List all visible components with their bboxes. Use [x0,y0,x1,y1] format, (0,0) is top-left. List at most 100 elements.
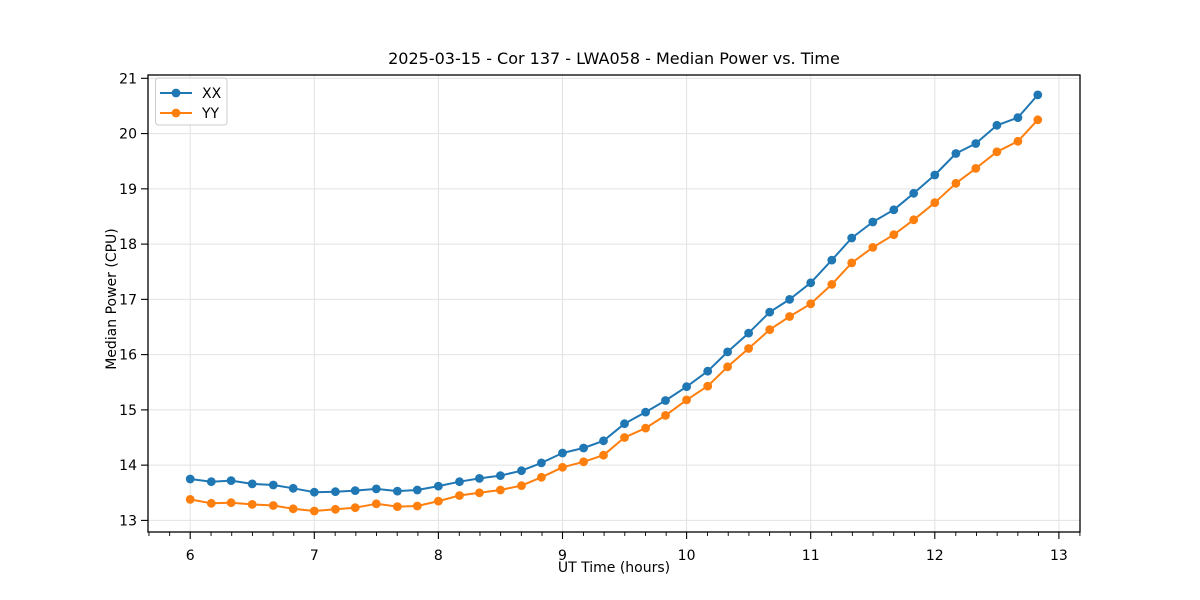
legend-item-yy: YY [160,106,220,122]
data-point-xx [744,328,753,338]
data-point-xx [434,481,443,491]
data-point-yy [517,481,526,490]
data-point-yy [475,488,484,498]
data-point-yy [331,504,340,514]
data-point-xx [723,347,732,357]
data-point-xx [620,419,629,429]
data-point-yy [288,504,298,514]
data-point-xx [641,407,650,417]
data-point-yy [599,450,608,460]
data-point-xx [455,477,464,487]
data-point-xx [268,480,278,490]
data-point-yy [703,381,713,391]
y-axis-label: Median Power (CPU) [104,228,120,370]
series-group [185,90,1043,516]
data-point-yy [434,496,443,506]
x-tick-label: 7 [310,548,319,564]
y-tick-label: 14 [119,458,137,474]
data-point-yy [206,498,216,508]
data-point-xx [827,255,837,265]
axes-frame [147,74,1081,533]
x-tick-label: 12 [926,548,944,564]
data-point-xx [785,295,794,304]
data-point-yy [723,362,732,372]
data-point-yy [268,501,278,510]
data-point-xx [185,474,195,484]
data-point-xx [537,458,546,468]
legend-label-xx: XX [202,86,222,102]
y-tick-label: 17 [119,292,137,308]
data-point-xx [930,170,940,180]
data-point-yy [1013,136,1023,146]
data-point-yy [682,395,691,405]
data-point-xx [475,474,484,483]
x-tick-label: 10 [678,548,696,564]
data-point-yy [558,462,567,472]
data-point-yy [971,164,981,173]
data-point-xx [288,483,298,493]
data-point-xx [517,466,526,476]
x-axis-label: UT Time (hours) [558,560,670,576]
y-tick-label: 16 [119,348,137,364]
data-point-xx [847,233,857,243]
y-tick-label: 15 [119,403,137,419]
legend-label-yy: YY [201,106,220,122]
x-tick-label: 11 [802,548,820,564]
data-point-yy [806,299,816,309]
legend-item-xx: XX [160,86,222,102]
data-point-yy [930,198,940,208]
data-point-yy [827,280,837,289]
data-point-yy [350,503,360,513]
data-point-xx [909,188,919,198]
data-point-xx [247,479,257,489]
data-point-xx [1013,113,1023,122]
data-point-xx [309,487,319,497]
data-point-yy [247,500,257,509]
data-point-xx [951,149,961,158]
data-point-xx [496,471,505,480]
data-point-xx [661,396,670,405]
ticks: 6 7 8 9 10 11 12 13 13 14 15 16 17 18 19 20 21 [119,71,1081,564]
data-point-yy [1033,115,1043,125]
data-point-xx [599,436,608,446]
y-tick-label: 21 [119,71,137,87]
data-point-yy [744,344,753,353]
data-point-xx [703,366,713,376]
data-point-xx [412,485,422,495]
data-point-xx [971,139,981,148]
data-point-xx [350,486,360,495]
data-point-yy [847,258,857,268]
y-tick-label: 19 [119,182,137,198]
data-point-xx [806,278,816,288]
data-point-xx [579,443,588,453]
y-tick-label: 20 [119,127,137,143]
data-point-yy [185,495,195,504]
data-point-yy [785,312,794,321]
legend-marker-xx [171,88,181,98]
data-point-yy [889,230,899,240]
series-xx [185,90,1043,497]
data-point-yy [393,502,402,511]
series-yy [185,115,1043,516]
y-tick-label: 13 [119,513,137,529]
data-point-xx [868,217,878,227]
data-point-xx [682,382,691,392]
x-tick-label: 8 [434,548,443,564]
data-point-xx [558,448,567,458]
data-point-yy [309,506,319,516]
data-point-yy [765,325,775,335]
data-point-xx [1033,90,1043,100]
data-point-yy [371,499,381,509]
data-point-yy [620,433,629,442]
data-point-xx [226,476,236,485]
data-point-yy [951,178,961,188]
x-tick-label: 6 [186,548,195,564]
data-point-yy [496,485,505,495]
plot-area [148,75,1080,532]
data-point-yy [226,498,236,508]
legend: XX YY [155,77,228,126]
x-tick-label: 13 [1050,548,1068,564]
data-point-xx [393,486,402,496]
